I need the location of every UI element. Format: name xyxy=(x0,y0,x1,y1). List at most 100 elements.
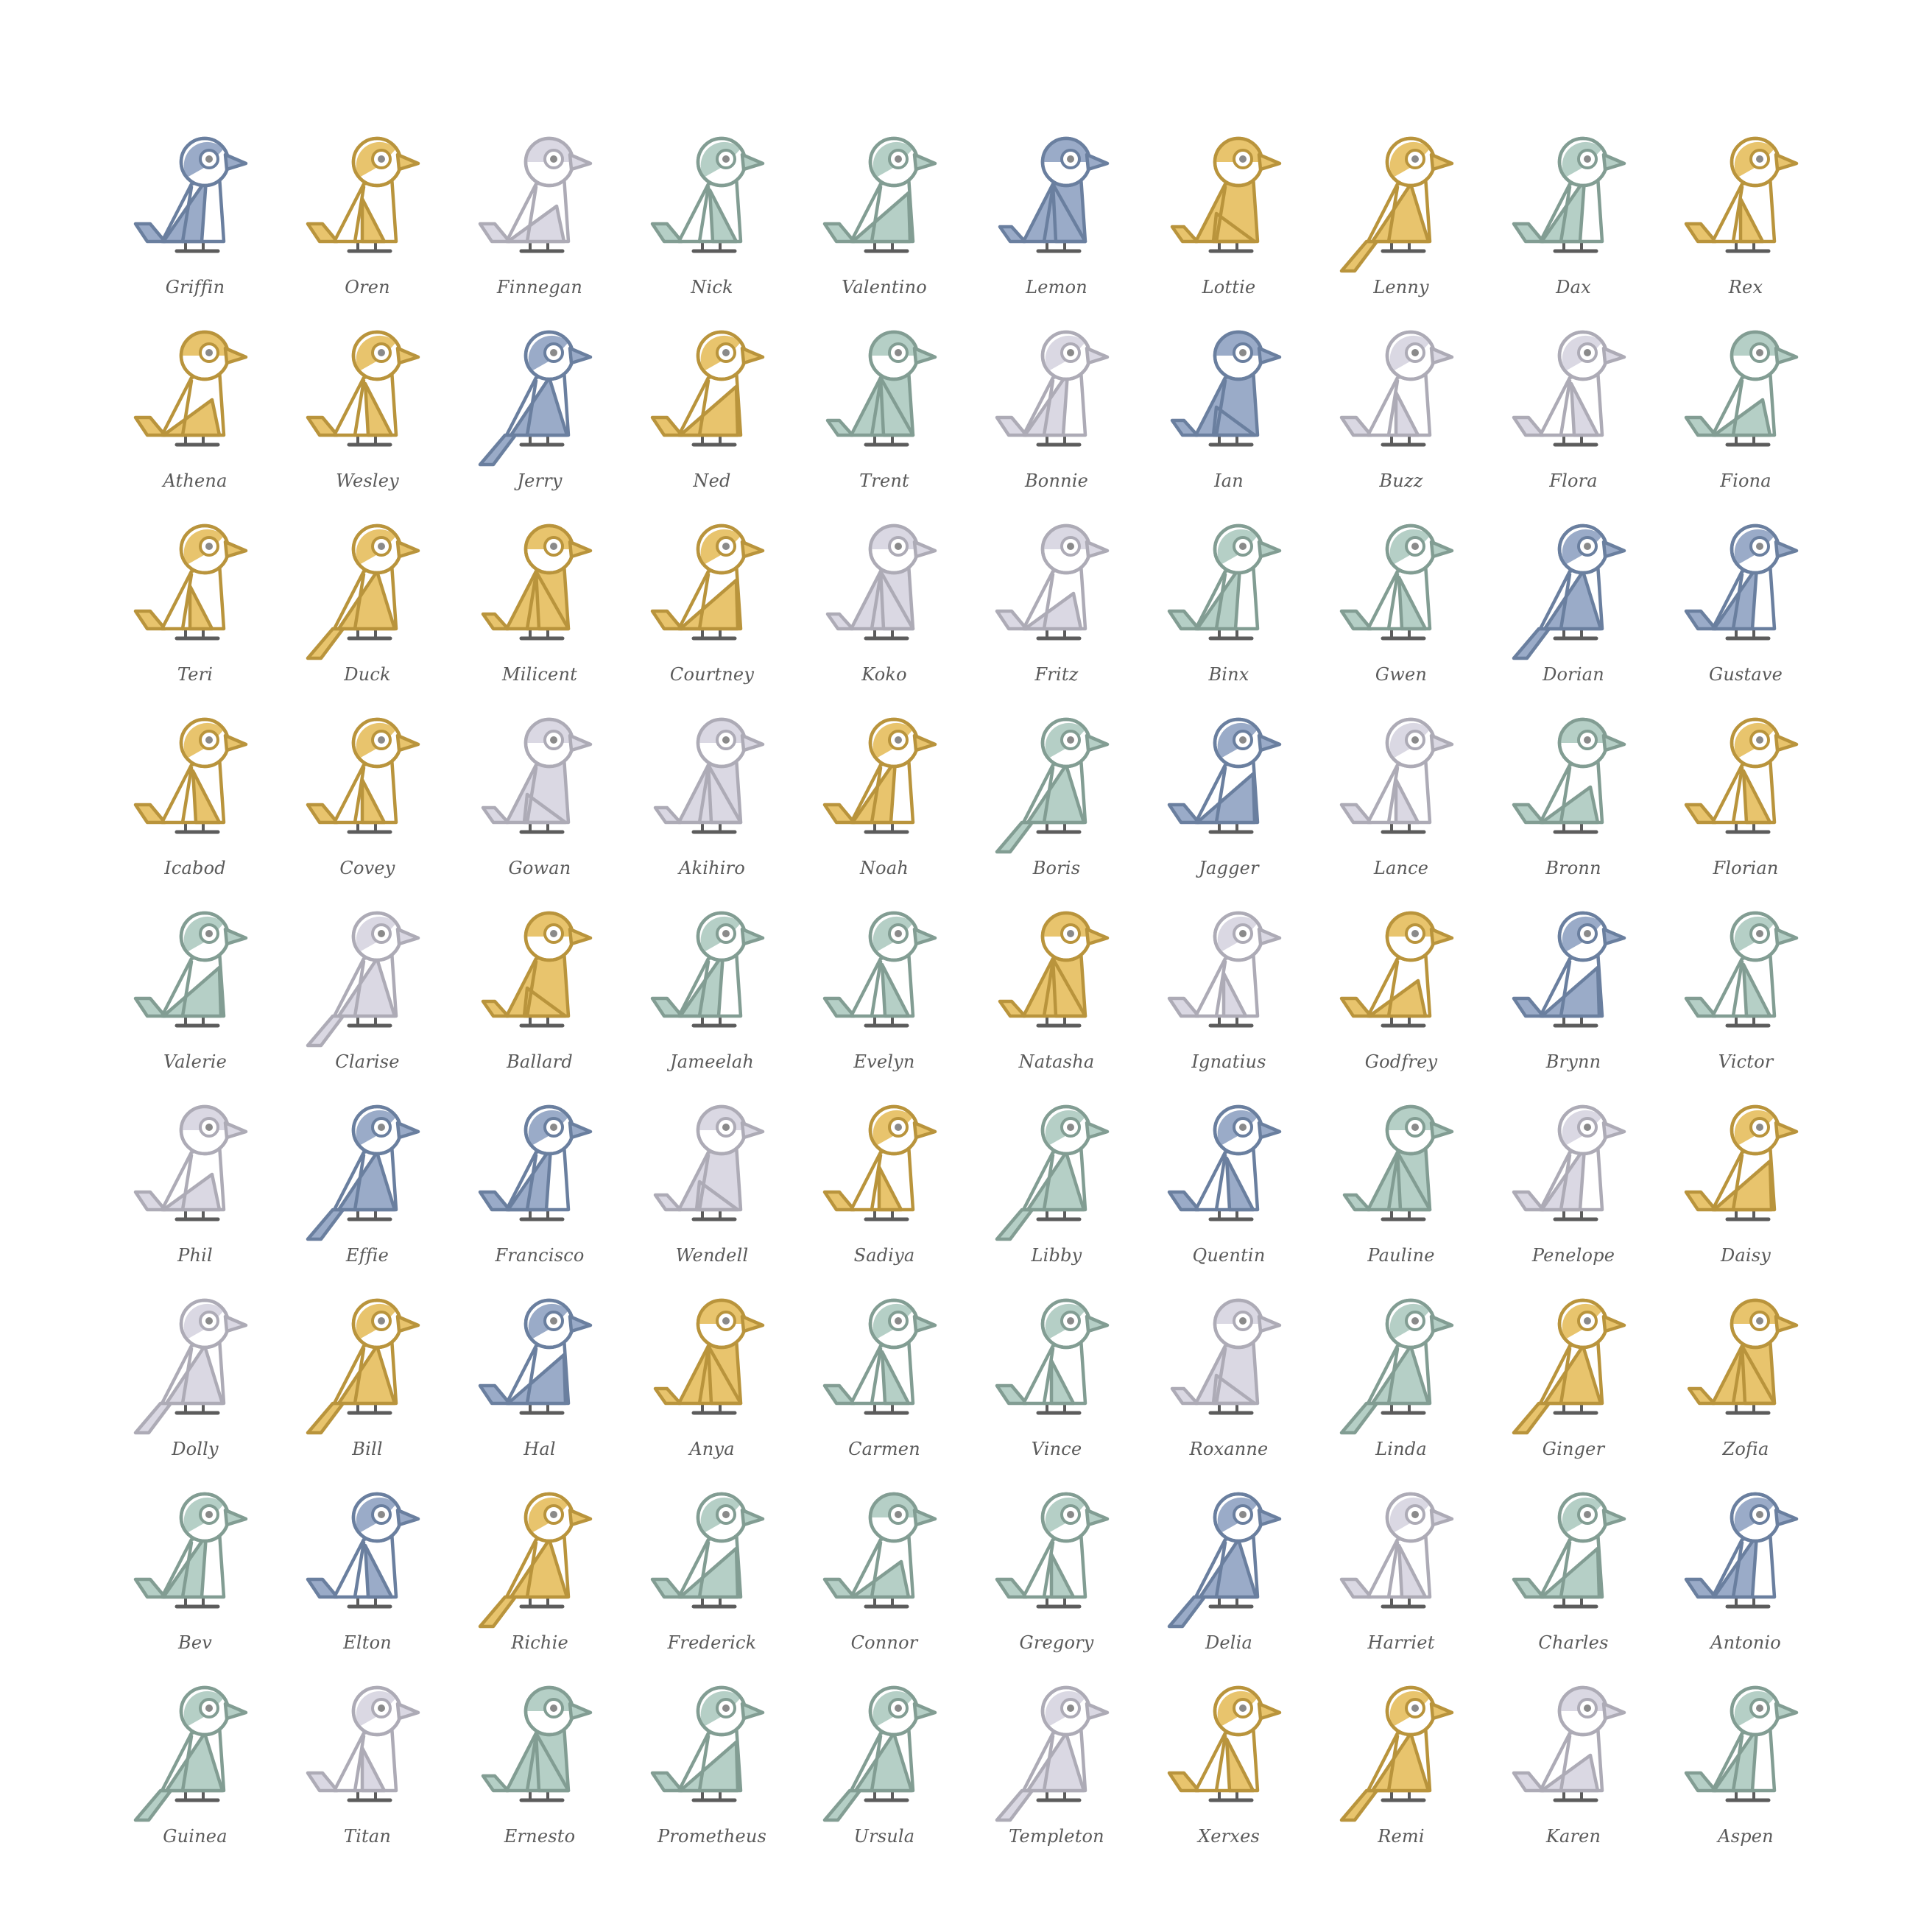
bird-beak xyxy=(1774,152,1799,172)
bird-pupil xyxy=(378,543,385,550)
bird-name-label: Valerie xyxy=(163,1051,228,1072)
bird-pupil xyxy=(550,543,557,550)
bird-pupil xyxy=(1584,736,1591,744)
bird-card: Clarise xyxy=(281,907,454,1101)
bird-illustration xyxy=(481,717,593,834)
bird-card: Noah xyxy=(798,713,970,907)
bird-wing xyxy=(164,1731,225,1793)
bird-name-label: Ernesto xyxy=(504,1826,576,1847)
bird-illustration xyxy=(650,911,765,1028)
bird-illustration xyxy=(1170,136,1282,253)
bird-name-label: Pauline xyxy=(1367,1245,1435,1266)
bird-beak xyxy=(912,346,937,365)
bird-card: Jameelah xyxy=(626,907,798,1101)
bird-pupil xyxy=(378,349,385,356)
bird-beak xyxy=(912,1508,937,1527)
bird-illustration xyxy=(1339,523,1454,641)
bird-illustration xyxy=(306,911,420,1048)
bird-name-label: Bronn xyxy=(1545,858,1601,878)
bird-card: Jagger xyxy=(1143,713,1315,907)
bird-card: Godfrey xyxy=(1315,907,1487,1101)
bird-wing xyxy=(1221,971,1248,1018)
bird-pupil xyxy=(722,155,730,163)
bird-illustration xyxy=(306,1685,420,1802)
bird-name-label: Aspen xyxy=(1718,1826,1774,1847)
bird-pupil xyxy=(550,1124,557,1131)
bird-beak xyxy=(568,540,593,559)
bird-illustration xyxy=(1339,1298,1454,1435)
bird-name-label: Dolly xyxy=(172,1439,219,1459)
bird-card: Icabod xyxy=(109,713,281,907)
bird-pupil xyxy=(722,736,730,744)
bird-name-label: Carmen xyxy=(848,1439,920,1459)
bird-illustration xyxy=(1684,523,1799,641)
bird-name-label: Noah xyxy=(859,858,909,878)
bird-tail xyxy=(306,222,339,244)
bird-illustration xyxy=(1512,1685,1626,1802)
bird-card: Remi xyxy=(1315,1682,1487,1875)
bird-card: Wendell xyxy=(626,1101,798,1294)
bird-name-label: Nick xyxy=(691,277,733,297)
bird-pupil xyxy=(1756,1511,1763,1518)
bird-tail xyxy=(995,415,1029,437)
bird-name-label: Victor xyxy=(1718,1051,1774,1072)
bird-pupil xyxy=(1584,1317,1591,1325)
bird-pupil xyxy=(1239,1124,1247,1131)
bird-wing xyxy=(1049,1358,1076,1406)
bird-beak xyxy=(740,1121,765,1140)
bird-beak xyxy=(395,927,420,946)
bird-pupil xyxy=(1756,1124,1763,1131)
bird-card: Ignatius xyxy=(1143,907,1315,1101)
bird-wing xyxy=(708,188,738,244)
bird-pupil xyxy=(378,155,385,163)
bird-wing xyxy=(1540,1546,1601,1599)
bird-wing xyxy=(1051,956,1087,1018)
bird-beak xyxy=(1601,346,1626,365)
bird-beak xyxy=(223,1121,248,1140)
bird-pupil xyxy=(722,349,730,356)
bird-illustration xyxy=(822,717,937,834)
bird-illustration xyxy=(306,717,420,834)
bird-tail xyxy=(481,999,510,1018)
bird-tail xyxy=(133,803,167,825)
bird-card: Rex xyxy=(1660,133,1832,326)
bird-wing xyxy=(1026,1731,1086,1793)
bird-illustration xyxy=(822,911,937,1028)
bird-tail xyxy=(998,225,1027,244)
bird-pupil xyxy=(550,930,557,937)
bird-illustration xyxy=(306,523,420,660)
bird-wing xyxy=(1224,1156,1255,1212)
bird-card: Akihiro xyxy=(626,713,798,907)
bird-illustration xyxy=(1512,523,1626,660)
bird-tail xyxy=(478,433,518,467)
bird-wing xyxy=(1051,182,1087,244)
bird-tail xyxy=(995,1577,1029,1599)
bird-card: Delia xyxy=(1143,1488,1315,1682)
bird-beak xyxy=(395,1508,420,1527)
bird-card: Brynn xyxy=(1487,907,1660,1101)
bird-wing xyxy=(1543,1344,1603,1406)
bird-pupil xyxy=(1584,543,1591,550)
bird-pupil xyxy=(1239,1317,1247,1325)
bird-pupil xyxy=(1239,155,1247,163)
bird-beak xyxy=(1429,152,1454,172)
bird-beak xyxy=(395,733,420,752)
bird-tail xyxy=(650,996,684,1018)
bird-wing xyxy=(509,1537,569,1599)
bird-illustration xyxy=(1512,330,1626,447)
bird-wing xyxy=(1049,1552,1076,1599)
bird-beak xyxy=(1601,1508,1626,1527)
bird-card: Trent xyxy=(798,326,970,520)
bird-name-label: Xerxes xyxy=(1197,1826,1261,1847)
bird-tail xyxy=(822,222,856,244)
bird-name-label: Jameelah xyxy=(669,1051,755,1072)
bird-wing xyxy=(161,1172,222,1212)
bird-tail xyxy=(1170,225,1199,244)
bird-beak xyxy=(912,1702,937,1721)
bird-name-label: Phil xyxy=(177,1245,213,1266)
bird-illustration xyxy=(478,136,593,253)
bird-tail xyxy=(1339,996,1373,1018)
bird-name-label: Milicent xyxy=(502,664,577,685)
bird-name-label: Dorian xyxy=(1543,664,1604,685)
bird-wing xyxy=(336,1344,397,1406)
